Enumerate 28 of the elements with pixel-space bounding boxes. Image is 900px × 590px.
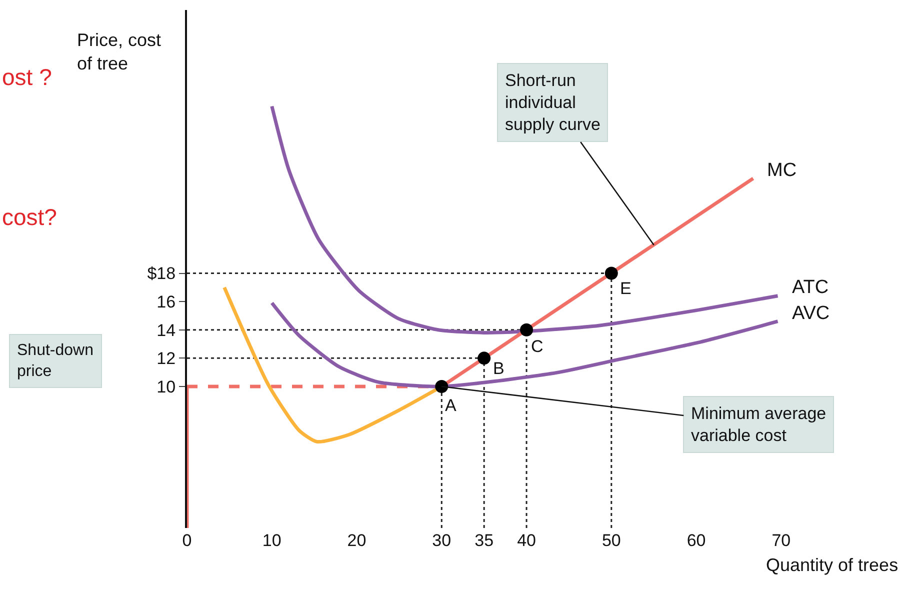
series-label: MC xyxy=(767,160,797,181)
text: Shut-down price xyxy=(17,342,94,380)
text: cost? xyxy=(2,204,57,230)
x-tick-label: 35 xyxy=(474,531,494,550)
series-label: AVC xyxy=(792,303,830,324)
x-tick-label: 70 xyxy=(772,531,791,550)
y-tick-label: 16 xyxy=(156,292,176,312)
x-tick-label: 50 xyxy=(602,531,621,550)
x-tick-label: 0 xyxy=(182,531,192,550)
x-tick-label: 10 xyxy=(262,531,282,550)
x-tick-label: 60 xyxy=(686,531,706,550)
annotation: Minimum average variable cost xyxy=(691,404,826,446)
annotation: A xyxy=(445,396,457,415)
annotation: C xyxy=(531,337,544,356)
x-tick-label: 20 xyxy=(347,531,366,550)
x-axis-title: Quantity of trees xyxy=(766,555,898,575)
series-label: ATC xyxy=(792,277,829,298)
y-tick-label: 10 xyxy=(156,377,176,396)
y-axis-title: Price, cost of tree xyxy=(77,30,162,74)
x-tick-label: 40 xyxy=(517,531,536,550)
x-tick-label: 30 xyxy=(432,531,452,550)
annotation: E xyxy=(620,279,632,298)
y-tick-label: 14 xyxy=(156,320,176,340)
annotation: Short-run individual supply curve xyxy=(505,71,600,134)
text: ost ? xyxy=(2,64,52,90)
y-tick-label: 12 xyxy=(156,349,176,368)
y-tick-label: $18 xyxy=(147,264,176,284)
annotation: B xyxy=(493,359,504,378)
